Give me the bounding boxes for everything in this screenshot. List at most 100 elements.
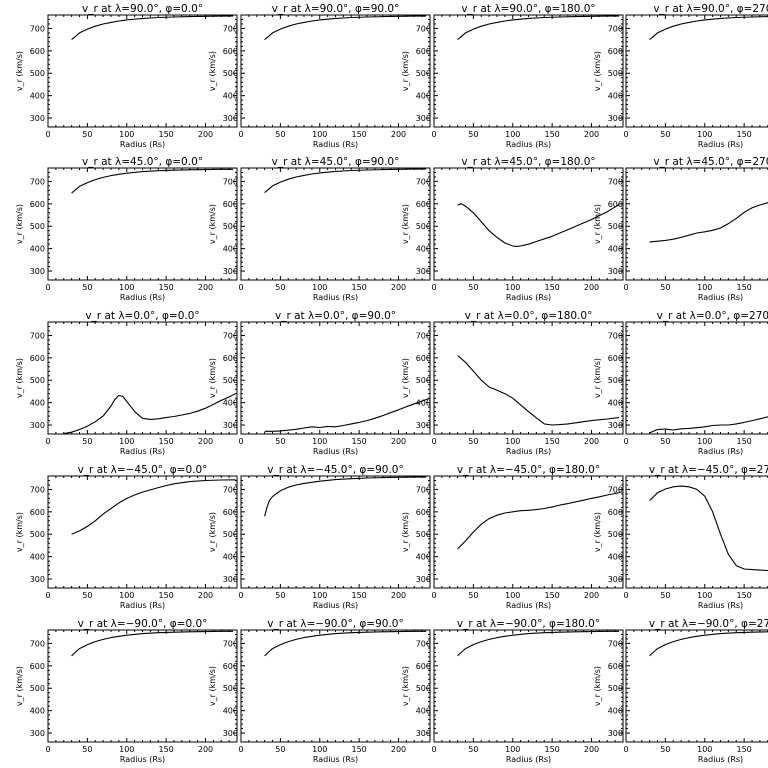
x-tick-label: 150 <box>544 283 559 292</box>
x-tick-label: 0 <box>238 283 243 292</box>
x-tick-label: 150 <box>158 591 173 600</box>
y-tick-label: 600 <box>223 662 238 671</box>
series-line-1 <box>457 630 620 657</box>
chart-title: v_r at λ=90.0°, φ=270.0° <box>653 3 768 15</box>
y-tick-label: 700 <box>608 24 623 33</box>
x-tick-label: 0 <box>238 591 243 600</box>
x-tick-label: 50 <box>82 745 92 754</box>
x-tick-label: 50 <box>468 283 478 292</box>
y-axis-label: v_r (km/s) <box>593 358 602 398</box>
x-tick-label: 50 <box>82 591 92 600</box>
x-tick-label: 100 <box>505 283 520 292</box>
chart-panel-1: v_r at λ=90.0°, φ=0.0° 0 50 100 150 200 300 400… <box>15 3 238 149</box>
x-tick-label: 0 <box>45 437 50 446</box>
x-tick-label: 200 <box>391 130 406 139</box>
x-axis-label: Radius (Rs) <box>120 293 165 302</box>
x-axis-label: Radius (Rs) <box>313 293 358 302</box>
series-line-1 <box>649 16 768 41</box>
x-axis-label: Radius (Rs) <box>506 447 551 456</box>
x-axis-label: Radius (Rs) <box>698 140 743 149</box>
y-tick-label: 500 <box>608 684 623 693</box>
x-axis-label: Radius (Rs) <box>506 140 551 149</box>
y-tick-label: 600 <box>223 47 238 56</box>
x-tick-label: 0 <box>431 591 436 600</box>
x-tick-label: 50 <box>660 283 670 292</box>
y-tick-label: 700 <box>416 485 431 494</box>
x-tick-label: 150 <box>351 130 366 139</box>
y-axis-label: v_r (km/s) <box>15 512 24 552</box>
series-line-1 <box>264 168 427 194</box>
x-tick-label: 100 <box>505 745 520 754</box>
y-tick-label: 400 <box>223 92 238 101</box>
y-tick-label: 700 <box>30 485 45 494</box>
y-tick-label: 500 <box>416 222 431 231</box>
series-line-1 <box>264 398 429 432</box>
x-tick-label: 0 <box>623 283 628 292</box>
x-tick-label: 100 <box>505 591 520 600</box>
chart-panel-12: v_r at λ=0.0°, φ=270.0°05010015020030040… <box>593 310 768 456</box>
x-tick-label: 150 <box>736 437 751 446</box>
y-tick-label: 500 <box>223 222 238 231</box>
x-tick-label: 0 <box>623 591 628 600</box>
y-tick-label: 300 <box>223 267 238 276</box>
x-tick-label: 0 <box>45 745 50 754</box>
series-line-1 <box>264 15 427 41</box>
x-tick-label: 100 <box>505 437 520 446</box>
x-tick-label: 150 <box>351 437 366 446</box>
x-tick-label: 200 <box>391 591 406 600</box>
x-axis-label: Radius (Rs) <box>506 755 551 764</box>
y-tick-label: 300 <box>608 267 623 276</box>
plot-frame <box>625 167 768 281</box>
chart-title: v_r at λ=0.0°, φ=180.0° <box>465 310 593 322</box>
y-tick-label: 400 <box>30 245 45 254</box>
y-tick-label: 300 <box>416 114 431 123</box>
chart-title: v_r at λ=−45.0°, φ=90.0° <box>267 464 403 476</box>
x-tick-label: 0 <box>623 130 628 139</box>
x-tick-label: 0 <box>431 283 436 292</box>
y-tick-label: 400 <box>608 245 623 254</box>
chart-title: v_r at λ=−45.0°, φ=270.0° <box>649 464 768 476</box>
y-tick-label: 400 <box>608 399 623 408</box>
x-axis-label: Radius (Rs) <box>698 601 743 610</box>
x-tick-label: 200 <box>584 591 599 600</box>
y-tick-label: 400 <box>416 399 431 408</box>
chart-panel-8: v_r at λ=45.0°, φ=270.0°0501001502003004… <box>593 156 768 302</box>
y-tick-label: 600 <box>608 354 623 363</box>
x-tick-label: 50 <box>468 130 478 139</box>
y-axis-label: v_r (km/s) <box>401 358 410 398</box>
y-axis-label: v_r (km/s) <box>15 666 24 706</box>
y-tick-label: 600 <box>416 508 431 517</box>
x-tick-label: 150 <box>158 283 173 292</box>
chart-panel-19: v_r at λ=−90.0°, φ=180.0° 0 50 100 150 200 300… <box>401 618 624 764</box>
y-tick-label: 600 <box>608 508 623 517</box>
x-tick-label: 0 <box>45 283 50 292</box>
chart-panel-13: v_r at λ=−45.0°, φ=0.0° 0 50 100 150 200 300 40… <box>15 464 238 610</box>
y-tick-label: 400 <box>30 399 45 408</box>
x-tick-label: 0 <box>238 437 243 446</box>
y-axis-label: v_r (km/s) <box>593 51 602 91</box>
x-tick-label: 50 <box>660 130 670 139</box>
x-tick-label: 200 <box>198 283 213 292</box>
x-tick-label: 200 <box>198 130 213 139</box>
y-tick-label: 600 <box>30 354 45 363</box>
y-tick-label: 700 <box>223 331 238 340</box>
x-tick-label: 50 <box>468 437 478 446</box>
y-axis-label: v_r (km/s) <box>15 204 24 244</box>
x-tick-label: 150 <box>158 130 173 139</box>
x-tick-label: 100 <box>119 591 134 600</box>
y-tick-label: 400 <box>223 245 238 254</box>
x-tick-label: 150 <box>351 283 366 292</box>
y-tick-label: 500 <box>30 376 45 385</box>
chart-title: v_r at λ=0.0°, φ=0.0° <box>85 310 199 322</box>
y-tick-label: 500 <box>608 222 623 231</box>
series-line-1 <box>457 15 620 41</box>
y-tick-label: 300 <box>416 267 431 276</box>
x-tick-label: 50 <box>275 283 285 292</box>
y-tick-label: 600 <box>30 662 45 671</box>
y-tick-label: 500 <box>416 376 431 385</box>
x-tick-label: 100 <box>119 437 134 446</box>
x-tick-label: 200 <box>584 283 599 292</box>
x-tick-label: 0 <box>238 745 243 754</box>
x-tick-label: 150 <box>158 437 173 446</box>
y-tick-label: 400 <box>223 553 238 562</box>
